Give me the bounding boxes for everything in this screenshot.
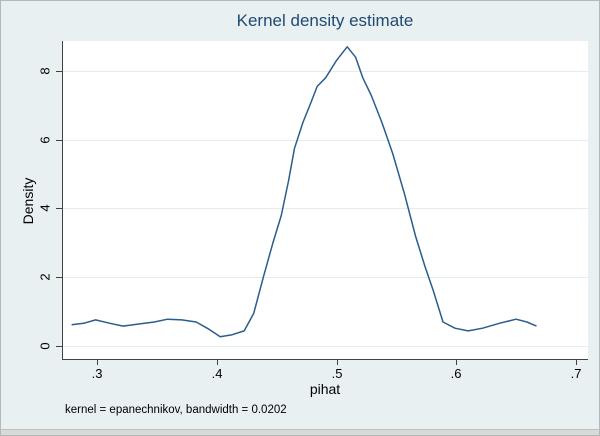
y-tick-label: 6	[37, 136, 53, 144]
y-gridline	[63, 346, 588, 347]
x-tick	[217, 360, 218, 365]
x-tick-label: .6	[450, 366, 462, 381]
x-axis-label: pihat	[309, 381, 341, 397]
kernel-bandwidth-note: kernel = epanechnikov, bandwidth = 0.020…	[65, 404, 287, 416]
density-curve	[71, 46, 537, 338]
x-tick-label: .5	[331, 366, 343, 381]
x-tick	[456, 360, 457, 365]
x-tick	[97, 360, 98, 365]
y-tick-label: 4	[37, 204, 53, 212]
y-tick	[56, 277, 62, 278]
y-gridline	[63, 71, 588, 72]
y-gridline	[63, 140, 588, 141]
plot-area	[62, 41, 588, 360]
y-tick-label: 8	[37, 67, 53, 75]
curve-canvas	[71, 46, 537, 338]
y-tick	[56, 140, 62, 141]
y-tick	[56, 71, 62, 72]
y-tick	[56, 346, 62, 347]
y-gridline	[63, 277, 588, 278]
y-tick-label: 2	[37, 273, 53, 281]
y-axis-label: Density	[20, 177, 36, 225]
x-tick-label: .7	[570, 366, 582, 381]
x-tick	[337, 360, 338, 365]
x-tick	[576, 360, 577, 365]
y-tick	[56, 208, 62, 209]
x-tick-label: .4	[211, 366, 223, 381]
window-bottom-edge	[1, 429, 599, 435]
x-tick-label: .3	[91, 366, 103, 381]
y-tick-label: 0	[37, 342, 53, 350]
y-gridline	[63, 208, 588, 209]
chart-title: Kernel density estimate	[236, 11, 414, 30]
